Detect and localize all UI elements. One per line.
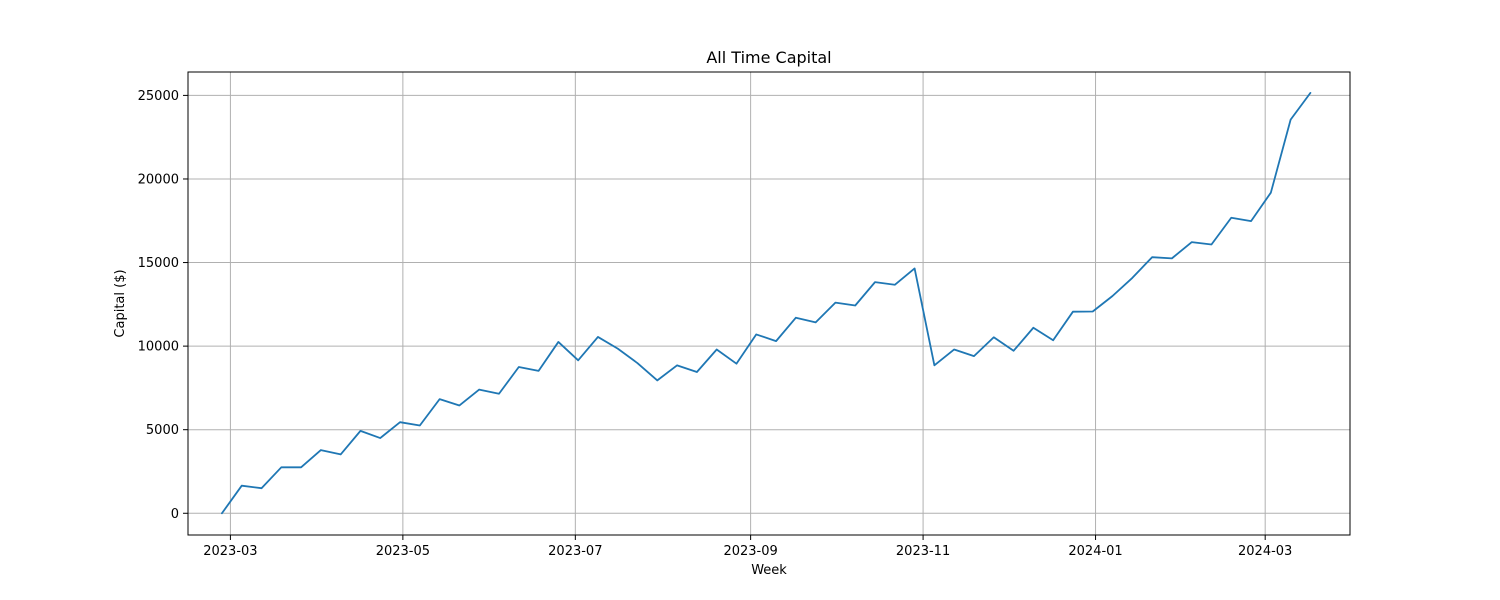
chart-title: All Time Capital xyxy=(706,48,831,67)
x-axis: 2023-03 2023-05 2023-07 2023-09 2023-11 2024-… xyxy=(203,535,1292,559)
series-layer xyxy=(221,91,1312,515)
y-tick-label: 5000 xyxy=(146,423,179,438)
x-tick-label: 2023-11 xyxy=(896,544,950,559)
x-axis-label: Week xyxy=(751,563,787,578)
y-tick-label: 15000 xyxy=(138,256,179,271)
y-tick-label: 0 xyxy=(171,507,179,522)
x-tick-label: 2024-03 xyxy=(1238,544,1292,559)
x-tick-label: 2023-03 xyxy=(203,544,257,559)
series-line xyxy=(221,91,1312,515)
y-axis: 0 5000 10000 15000 20000 25000 xyxy=(138,89,188,522)
x-tick-label: 2023-05 xyxy=(376,544,430,559)
x-tick-label: 2023-07 xyxy=(548,544,602,559)
x-tick-label: 2024-01 xyxy=(1068,544,1122,559)
y-tick-label: 25000 xyxy=(138,89,179,104)
y-axis-label: Capital ($) xyxy=(113,269,128,337)
y-tick-label: 10000 xyxy=(138,340,179,355)
y-tick-label: 20000 xyxy=(138,172,179,187)
grid-lines xyxy=(188,72,1350,535)
plot-frame xyxy=(187,71,1351,536)
x-tick-label: 2023-09 xyxy=(723,544,777,559)
